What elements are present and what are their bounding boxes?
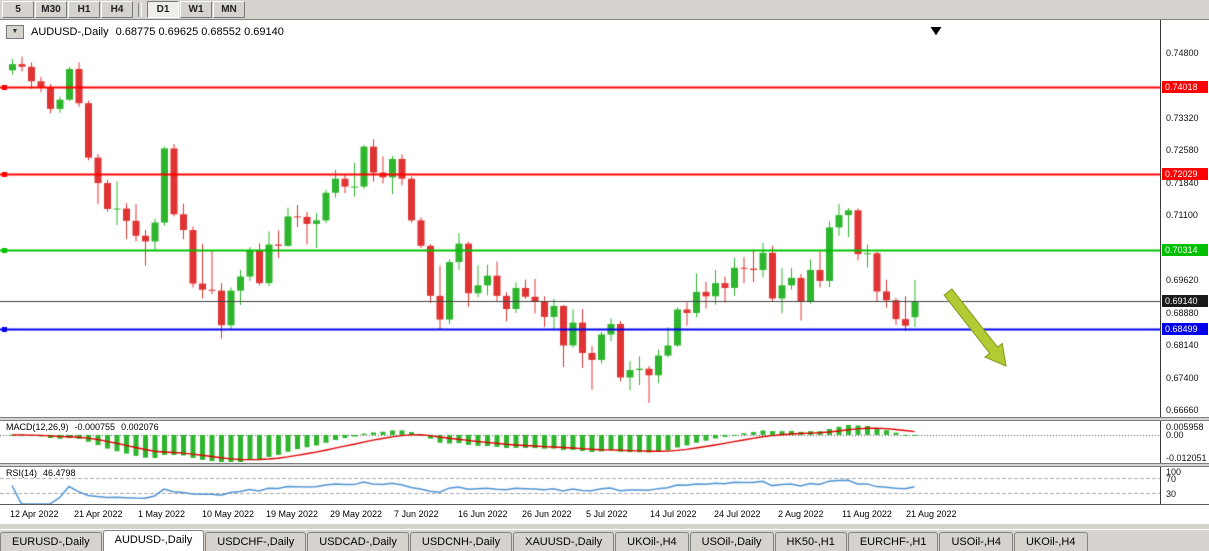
chart-tab-ukoil-h4[interactable]: UKOil-,H4 [615,532,689,551]
time-axis-label: 29 May 2022 [330,509,383,519]
price-axis-tick: 0.74800 [1166,47,1199,58]
timeframe-button-d1[interactable]: D1 [147,1,179,18]
time-axis-label: 21 Aug 2022 [906,509,957,519]
chart-tab-usoil-h4[interactable]: USOil-,H4 [939,532,1013,551]
price-axis-tick: 0.71840 [1166,177,1199,188]
macd-panel-canvas[interactable] [0,421,1160,463]
time-axis-label: 21 Apr 2022 [74,509,123,519]
rsi-indicator-label: RSI(14) 46.4798 [6,468,76,478]
level-price-tag: 0.68499 [1162,323,1208,336]
rsi-name: RSI(14) [6,468,38,478]
rsi-axis-label: 100 [1166,467,1182,477]
price-axis-tick: 0.69620 [1166,275,1199,286]
level-price-tag: 0.72029 [1162,168,1208,181]
time-axis-label: 7 Jun 2022 [394,509,439,519]
chart-tab-usdchf-daily[interactable]: USDCHF-,Daily [205,532,307,551]
symbol-label: AUDUSD-,Daily [31,26,109,38]
level-price-tag: 0.74018 [1162,81,1208,94]
macd-signal-value: 0.002076 [121,422,159,432]
macd-axis-label: 0.005958 [1166,422,1204,432]
price-axis-tick: 0.66660 [1166,404,1199,415]
price-axis[interactable]: 0.748000.740600.733200.725800.718400.711… [1160,20,1209,504]
chart-tab-audusd-daily[interactable]: AUDUSD-,Daily [102,530,205,551]
rsi-value: 46.4798 [43,468,76,478]
ohlc-values: 0.68775 0.69625 0.68552 0.69140 [115,26,284,38]
price-axis-tick: 0.72580 [1166,145,1199,156]
chart-tab-hk50-h1[interactable]: HK50-,H1 [774,532,847,551]
chart-tab-xauusd-daily[interactable]: XAUUSD-,Daily [513,532,615,551]
rsi-axis-label: 30 [1166,488,1177,499]
time-axis-label: 10 May 2022 [202,509,255,519]
timeframe-button-m30[interactable]: M30 [35,1,67,18]
level-price-tag: 0.70314 [1162,243,1208,256]
time-axis-label: 24 Jul 2022 [714,509,761,519]
chart-tab-usdcad-daily[interactable]: USDCAD-,Daily [307,532,409,551]
time-axis[interactable]: 12 Apr 2022 21 Apr 2022 1 May 2022 10 May 2… [0,505,1209,524]
timeframe-button-mn[interactable]: MN [213,1,245,18]
chart-title: ▼ AUDUSD-,Daily 0.68775 0.69625 0.68552 … [6,25,284,39]
timeframe-button-w1[interactable]: W1 [180,1,212,18]
timeframe-button-5[interactable]: 5 [2,1,34,18]
macd-name: MACD(12,26,9) [6,422,69,432]
time-axis-label: 19 May 2022 [266,509,319,519]
price-axis-tick: 0.68140 [1166,340,1199,351]
price-axis-tick: 0.71100 [1166,210,1198,221]
chart-tab-eurchf-h1[interactable]: EURCHF-,H1 [847,532,939,551]
panel-splitter-macd[interactable] [0,417,1209,421]
chart-tab-usoil-daily[interactable]: USOil-,Daily [689,532,774,551]
chart-tab-usdcnh-daily[interactable]: USDCNH-,Daily [409,532,513,551]
rsi-axis-label: 70 [1166,474,1177,485]
chart-tab-ukoil-h4[interactable]: UKOil-,H4 [1013,532,1088,551]
price-axis-tick: 0.73320 [1166,112,1199,123]
time-axis-label: 2 Aug 2022 [778,509,824,519]
time-axis-label: 14 Jul 2022 [650,509,697,519]
toolbar-separator [138,2,142,17]
rsi-panel-canvas[interactable] [0,467,1160,504]
timeframe-button-h4[interactable]: H4 [101,1,133,18]
bid-price-tag: 0.69140 [1162,295,1208,308]
macd-main-value: -0.000755 [74,422,116,432]
time-axis-label: 5 Jul 2022 [586,509,628,519]
macd-axis-label: 0.00 [1166,429,1184,440]
chart-tab-bar: EURUSD-,Daily AUDUSD-,Daily USDCHF-,Daily U… [0,529,1209,551]
price-chart-canvas[interactable] [0,22,1160,417]
time-axis-label: 16 Jun 2022 [458,509,508,519]
panel-splitter-rsi[interactable] [0,463,1209,467]
time-axis-label: 1 May 2022 [138,509,186,519]
timeframe-button-h1[interactable]: H1 [68,1,100,18]
time-axis-label: 12 Apr 2022 [10,509,59,519]
time-axis-label: 26 Jun 2022 [522,509,572,519]
chart-tab-eurusd-daily[interactable]: EURUSD-,Daily [0,532,102,551]
price-axis-tick: 0.68880 [1166,307,1199,318]
macd-axis-label: -0.012051 [1166,453,1207,463]
macd-indicator-label: MACD(12,26,9) -0.000755 0.002076 [6,422,159,432]
price-axis-tick: 0.67400 [1166,372,1199,383]
chevron-down-icon[interactable]: ▼ [6,25,24,39]
chart-frame-line [0,504,1209,505]
timeframe-toolbar: 5 M30 H1 H4 D1 W1 MN [0,0,1209,20]
time-axis-label: 11 Aug 2022 [842,509,892,519]
